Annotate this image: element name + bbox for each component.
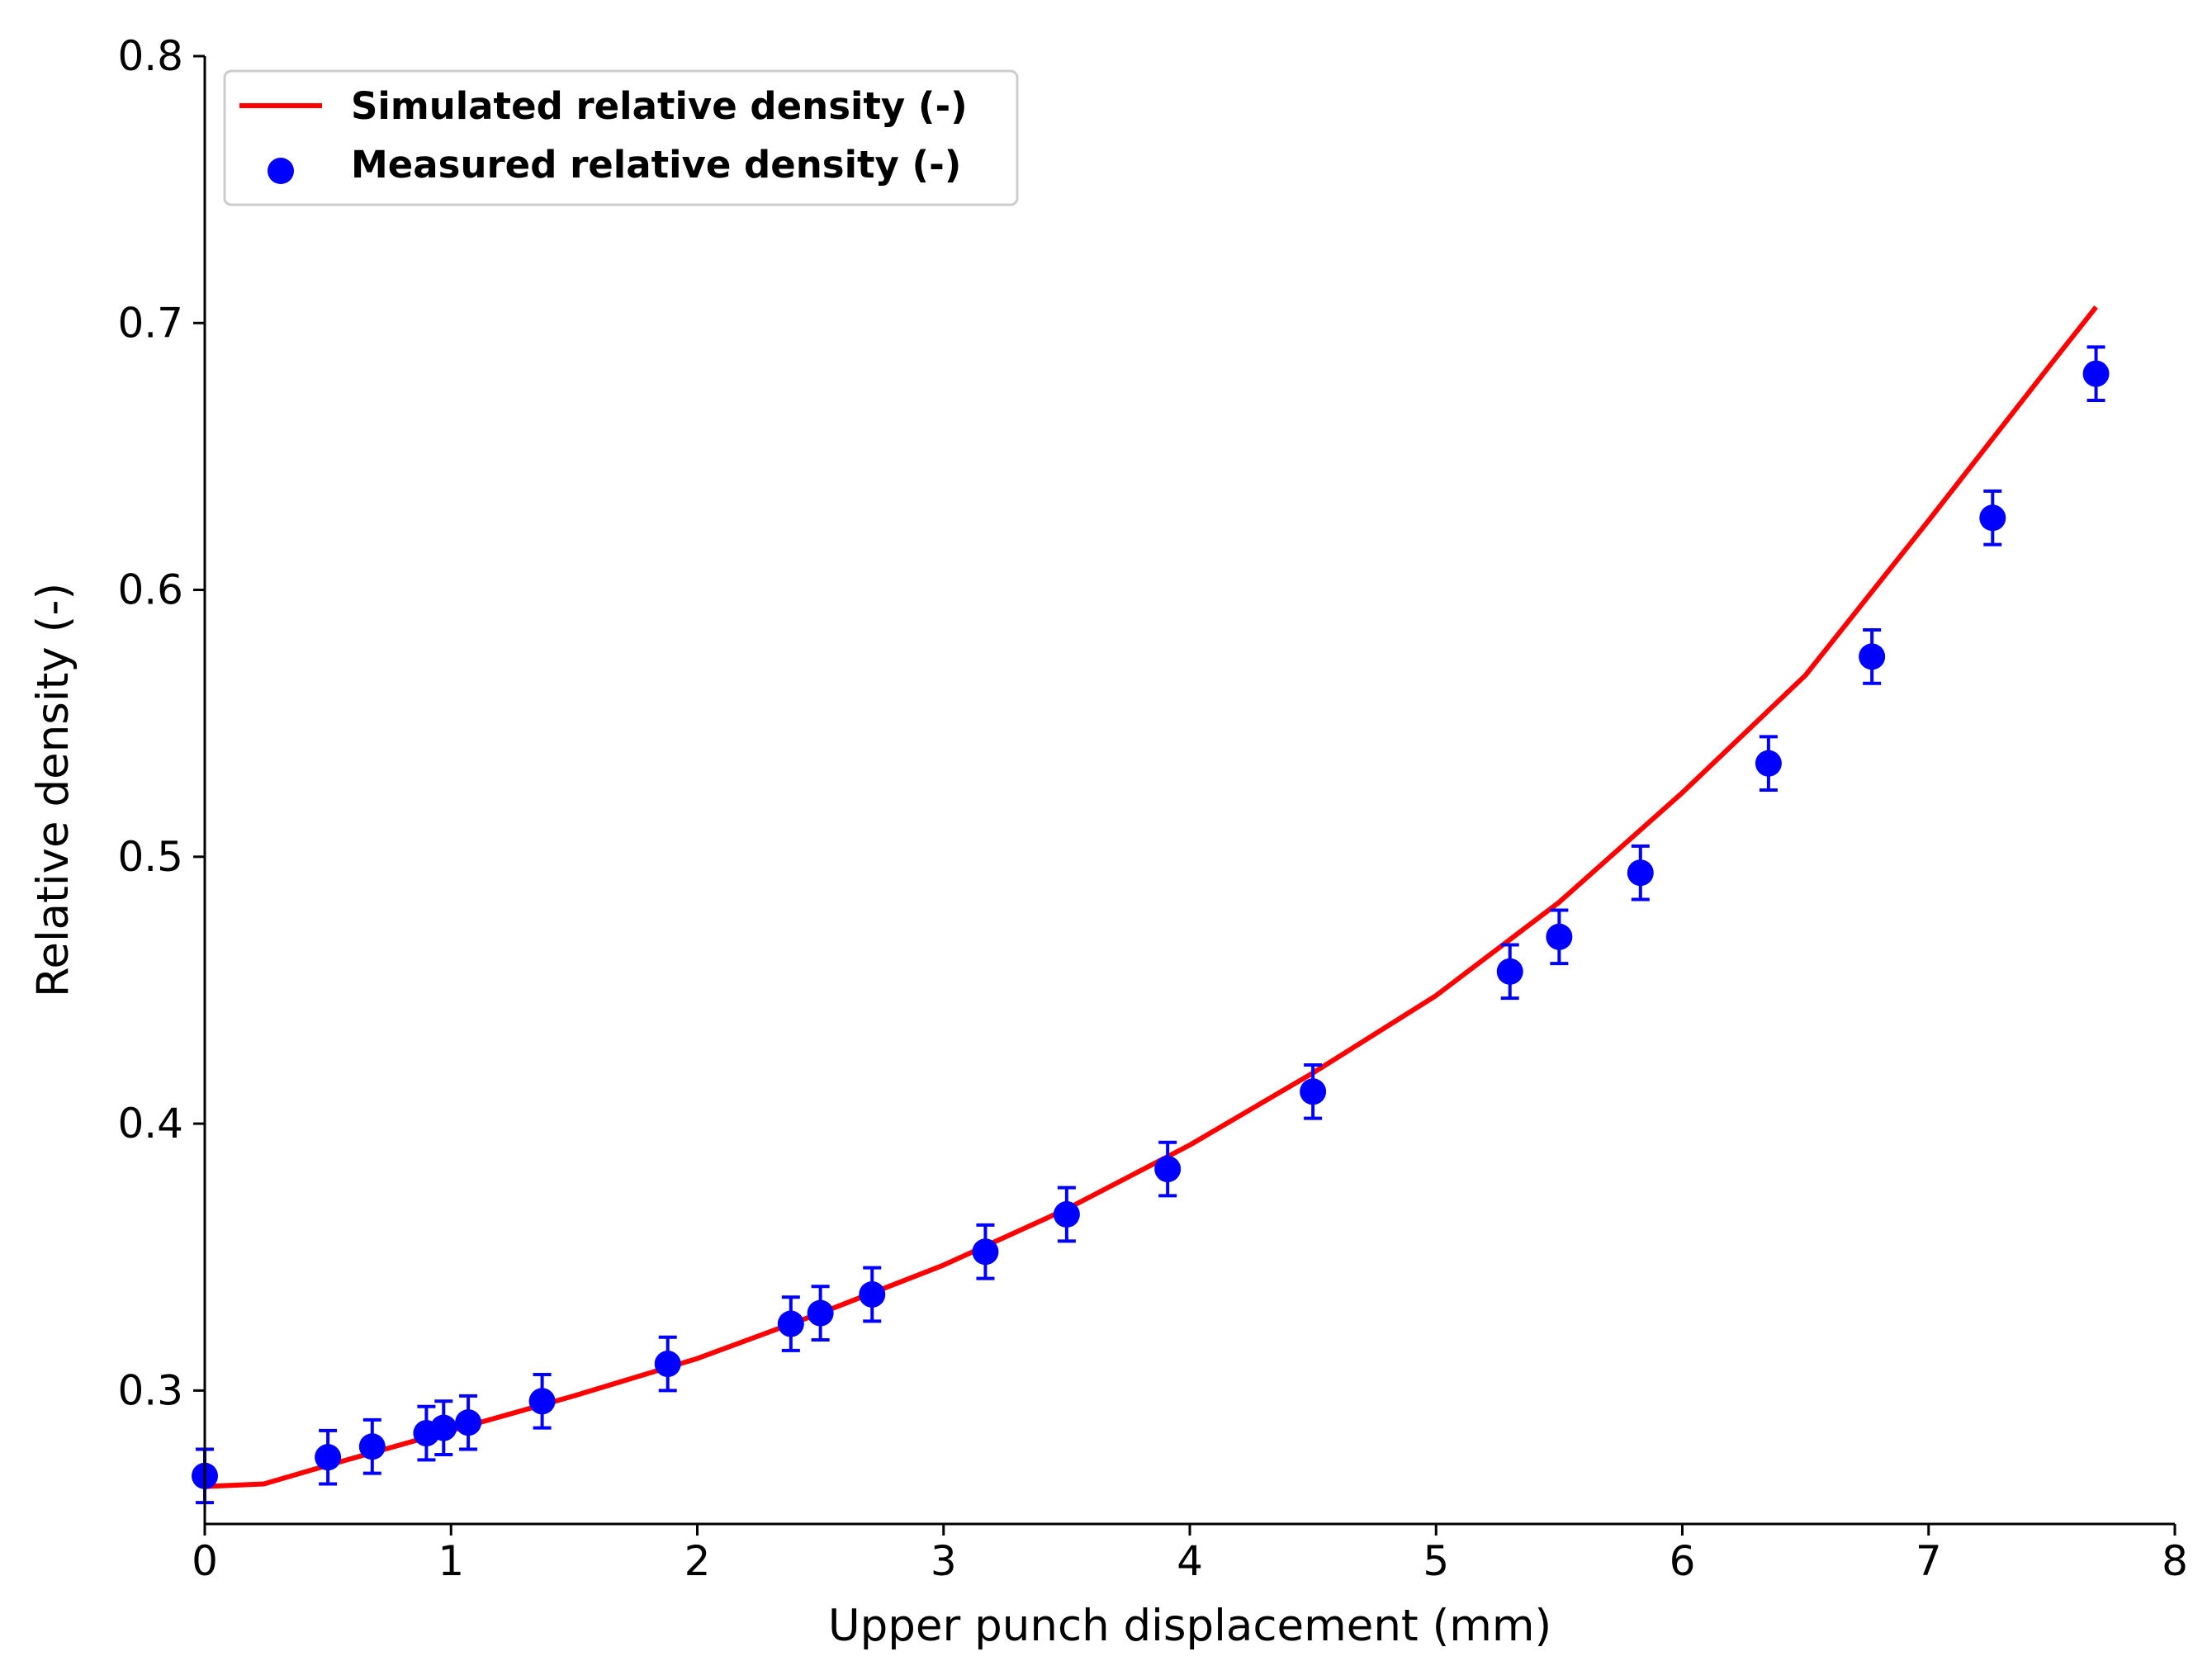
simulated-density-line bbox=[204, 305, 2098, 1489]
y-tick-label: 0.5 bbox=[117, 833, 183, 881]
ticks: 0 1 2 3 4 5 6 7 8 0.3 0.4 0.5 0.6 0.7 0.8 bbox=[117, 32, 2187, 1585]
y-tick-label: 0.4 bbox=[117, 1100, 183, 1148]
measured-marker bbox=[972, 1238, 999, 1266]
measured-point bbox=[2082, 345, 2110, 403]
y-tick-label: 0.3 bbox=[117, 1366, 183, 1414]
x-tick-label: 6 bbox=[1670, 1537, 1696, 1585]
legend-label-measured: Measured relative density (-) bbox=[351, 143, 961, 187]
measured-point bbox=[358, 1417, 386, 1475]
measured-marker bbox=[315, 1444, 342, 1471]
measured-point bbox=[1496, 943, 1523, 1001]
measured-point bbox=[1755, 735, 1782, 792]
measured-point bbox=[430, 1399, 457, 1456]
x-tick-label: 8 bbox=[2162, 1537, 2188, 1585]
measured-marker bbox=[1300, 1078, 1327, 1105]
y-tick-label: 0.7 bbox=[117, 299, 183, 347]
x-tick-label: 3 bbox=[931, 1537, 957, 1585]
axes bbox=[203, 56, 2175, 1526]
measured-point bbox=[972, 1223, 999, 1280]
x-tick-label: 1 bbox=[438, 1537, 464, 1585]
measured-point bbox=[1546, 908, 1573, 966]
plot-area bbox=[192, 305, 2110, 1505]
measured-point bbox=[1300, 1062, 1327, 1120]
x-axis-label: Upper punch displacement (mm) bbox=[828, 1601, 1551, 1651]
measured-marker bbox=[358, 1433, 386, 1460]
measured-point bbox=[654, 1335, 681, 1393]
measured-marker bbox=[1755, 750, 1782, 777]
x-tick-label: 4 bbox=[1177, 1537, 1203, 1585]
y-tick-label: 0.8 bbox=[117, 32, 183, 80]
measured-point bbox=[807, 1285, 834, 1342]
measured-marker bbox=[1627, 859, 1654, 887]
measured-marker bbox=[1496, 958, 1523, 985]
measured-point bbox=[1154, 1140, 1182, 1198]
measured-marker bbox=[1859, 643, 1886, 670]
measured-marker bbox=[430, 1414, 457, 1441]
measured-marker bbox=[2082, 360, 2110, 387]
measured-marker bbox=[1979, 504, 2006, 532]
measured-marker bbox=[528, 1388, 556, 1415]
legend-label-simulated: Simulated relative density (-) bbox=[351, 84, 968, 128]
x-tick-label: 5 bbox=[1423, 1537, 1449, 1585]
legend-box bbox=[223, 69, 1019, 206]
legend: Simulated relative density (-) Measured … bbox=[223, 69, 1019, 206]
measured-marker bbox=[807, 1299, 834, 1327]
measured-marker bbox=[455, 1409, 482, 1436]
x-tick-label: 0 bbox=[192, 1537, 218, 1585]
measured-point bbox=[528, 1372, 556, 1430]
measured-point bbox=[1627, 844, 1654, 902]
measured-point bbox=[859, 1266, 886, 1323]
legend-swatch-measured bbox=[268, 158, 294, 184]
y-tick-label: 0.6 bbox=[117, 566, 183, 614]
measured-marker bbox=[1053, 1201, 1080, 1228]
measured-marker bbox=[654, 1351, 681, 1378]
measured-marker bbox=[859, 1280, 886, 1308]
x-tick-label: 2 bbox=[684, 1537, 711, 1585]
measured-point bbox=[1859, 628, 1886, 685]
measured-point bbox=[777, 1295, 804, 1352]
measured-marker bbox=[1154, 1156, 1182, 1183]
y-axis-label: Relative density (-) bbox=[28, 583, 78, 997]
x-tick-label: 7 bbox=[1916, 1537, 1942, 1585]
measured-point bbox=[455, 1394, 482, 1451]
measured-marker bbox=[1546, 923, 1573, 950]
measured-point bbox=[1053, 1185, 1080, 1243]
measured-marker bbox=[777, 1310, 804, 1337]
measured-point bbox=[315, 1428, 342, 1486]
measured-point bbox=[1979, 489, 2006, 547]
